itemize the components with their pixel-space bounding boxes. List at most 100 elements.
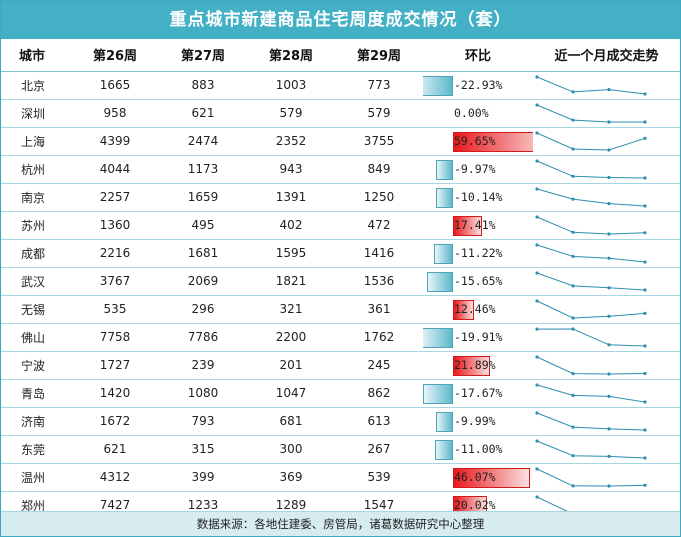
trend-line <box>536 440 646 458</box>
trend-point <box>607 394 611 398</box>
change-value: -22.93% <box>454 77 503 92</box>
week27-cell: 1233 <box>187 498 219 512</box>
city-cell: 苏州 <box>1 211 71 240</box>
trend-point <box>607 314 611 318</box>
week29-cell: 245 <box>335 351 423 380</box>
trend-point <box>643 371 647 375</box>
week26-cell: 4399 <box>71 127 159 156</box>
change-cell: 17.41% <box>423 211 533 240</box>
table-row: 武汉 3767 2069 1821 1536 -15.65% <box>1 267 680 296</box>
trend-sparkline <box>535 214 647 236</box>
trend-point <box>607 483 611 488</box>
trend-point <box>535 102 539 107</box>
trend-cell <box>533 435 680 464</box>
trend-point <box>571 453 575 457</box>
change-value: 17.41% <box>454 217 496 232</box>
city-cell: 郑州 <box>21 498 46 513</box>
change-value: 0.00% <box>454 105 489 120</box>
trend-cell <box>533 323 680 352</box>
trend-point <box>571 89 575 93</box>
week27-cell: 2069 <box>159 267 247 296</box>
week26-cell: 1420 <box>71 379 159 408</box>
change-value: -9.99% <box>454 413 496 428</box>
week26-cell: 4044 <box>71 155 159 184</box>
week27-cell: 399 <box>159 463 247 492</box>
positive-change-bar <box>453 355 490 376</box>
trend-point <box>571 283 575 287</box>
trend-point <box>607 371 611 376</box>
trend-point <box>571 483 575 487</box>
week29-cell: 849 <box>335 155 423 184</box>
negative-change-bar <box>436 187 453 208</box>
change-value: -9.97% <box>454 161 496 176</box>
change-cell: 59.65% <box>423 127 533 156</box>
table-row: 佛山 7758 7786 2200 1762 -19.91% <box>1 323 680 352</box>
week27-cell: 239 <box>159 351 247 380</box>
trend-cell <box>533 71 680 100</box>
trend-cell <box>533 295 680 324</box>
header-week29: 第29周 <box>335 39 423 72</box>
trend-point <box>535 298 539 303</box>
trend-line <box>536 104 645 122</box>
negative-change-bar <box>423 383 453 404</box>
city-cell: 无锡 <box>1 295 71 324</box>
week26-cell: 4312 <box>71 463 159 492</box>
city-cell: 宁波 <box>1 351 71 380</box>
trend-cell <box>533 267 680 296</box>
header-row: 城市 第26周 第27周 第28周 第29周 环比 近一个月成交走势 <box>1 39 680 72</box>
trend-line <box>536 327 646 346</box>
source-note: 数据来源：各地住建委、房管局，诸葛数据研究中心整理 <box>1 511 680 536</box>
trend-line <box>536 412 646 430</box>
change-cell: -9.97% <box>423 155 533 184</box>
week26-cell: 7427 <box>99 498 131 512</box>
negative-change-bar <box>434 243 453 264</box>
trend-sparkline <box>535 298 647 320</box>
trend-point <box>535 74 539 79</box>
table-row: 东莞 621 315 300 267 -11.00% <box>1 435 680 464</box>
change-value: -15.65% <box>454 273 503 288</box>
change-cell: 21.89% <box>423 351 533 380</box>
table-row: 北京 1665 883 1003 773 -22.93% <box>1 71 680 100</box>
change-value: -10.14% <box>454 189 503 204</box>
city-cell: 佛山 <box>1 323 71 352</box>
trend-point <box>607 454 611 458</box>
trend-sparkline <box>535 382 647 404</box>
week29-cell: 1250 <box>335 183 423 212</box>
trend-point <box>643 311 647 315</box>
trend-line <box>536 272 646 290</box>
table-row: 上海 4399 2474 2352 3755 59.65% <box>1 127 680 156</box>
week26-cell: 2257 <box>71 183 159 212</box>
change-cell: 46.07% <box>423 463 533 492</box>
week26-cell: 7758 <box>71 323 159 352</box>
week29-cell: 1547 <box>363 498 395 512</box>
trend-cell <box>533 239 680 268</box>
week28-cell: 579 <box>247 99 335 128</box>
change-value: 20.02% <box>454 497 496 512</box>
trend-point <box>607 147 611 152</box>
change-cell: 20.02% <box>423 491 533 519</box>
trend-line <box>536 216 646 235</box>
change-cell: 12.46% <box>423 295 533 324</box>
trend-line <box>536 300 646 319</box>
week27-cell: 1681 <box>159 239 247 268</box>
table-row: 成都 2216 1681 1595 1416 -11.22% <box>1 239 680 268</box>
trend-point <box>643 259 647 264</box>
week29-cell: 1416 <box>335 239 423 268</box>
trend-point <box>643 175 647 180</box>
week26-cell: 535 <box>71 295 159 324</box>
weekly-sales-table: 城市 第26周 第27周 第28周 第29周 环比 近一个月成交走势 北京 166… <box>1 39 680 519</box>
week27-cell: 2474 <box>159 127 247 156</box>
week27-cell: 495 <box>159 211 247 240</box>
negative-change-bar <box>423 327 453 348</box>
change-value: -17.67% <box>454 385 503 400</box>
trend-point <box>535 438 539 443</box>
table-row: 宁波 1727 239 201 245 21.89% <box>1 351 680 380</box>
trend-cell <box>533 211 680 240</box>
trend-point <box>643 203 647 208</box>
week29-cell: 613 <box>335 407 423 436</box>
week29-cell: 3755 <box>335 127 423 156</box>
trend-point <box>607 175 611 179</box>
change-cell: -10.14% <box>423 183 533 212</box>
change-value: -11.00% <box>454 441 503 456</box>
